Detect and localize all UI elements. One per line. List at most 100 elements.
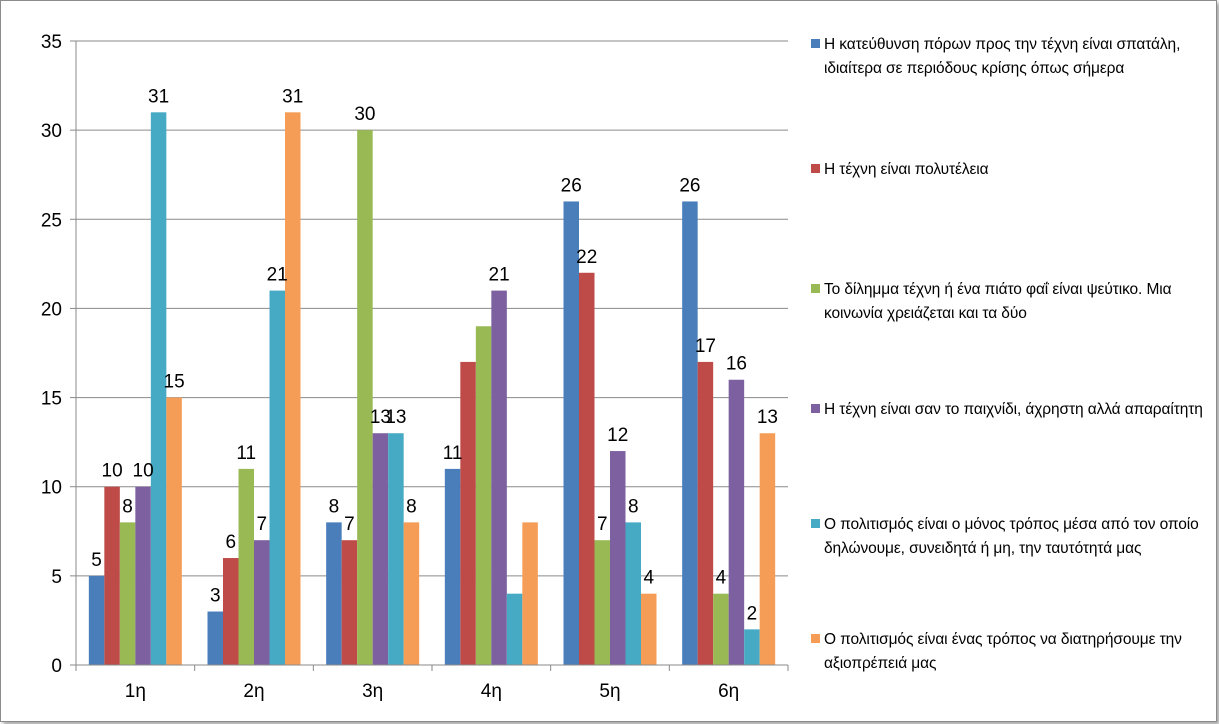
bar xyxy=(388,433,404,665)
data-label: 8 xyxy=(122,496,133,517)
bar xyxy=(104,486,120,665)
bar xyxy=(119,522,136,665)
bar xyxy=(491,290,507,665)
bar xyxy=(682,201,698,665)
data-label: 7 xyxy=(344,514,355,535)
bar xyxy=(150,112,167,666)
bar xyxy=(697,361,714,665)
bar xyxy=(326,522,342,665)
bars xyxy=(88,112,776,666)
data-label: 31 xyxy=(282,86,303,107)
data-label: 10 xyxy=(133,461,154,482)
y-tick-label: 15 xyxy=(41,389,62,410)
data-label: 10 xyxy=(102,461,123,482)
legend-swatch xyxy=(811,404,820,413)
bar xyxy=(759,433,776,665)
bar xyxy=(357,130,373,666)
bar xyxy=(372,433,389,665)
bar xyxy=(641,593,657,665)
legend-label: Το δίλημμα τέχνη ή ένα πιάτο φαΐ είναι ψ… xyxy=(824,281,1172,322)
bar xyxy=(594,540,610,665)
legend-swatch xyxy=(811,634,820,643)
bar xyxy=(506,593,523,665)
data-label: 21 xyxy=(267,265,288,286)
data-label: 8 xyxy=(406,496,417,517)
data-label: 16 xyxy=(726,354,747,375)
y-tick-label: 10 xyxy=(41,478,62,499)
legend-label: Η τέχνη είναι σαν το παιχνίδι, άχρηστη α… xyxy=(824,401,1203,418)
data-label: 8 xyxy=(628,496,639,517)
bar xyxy=(88,575,105,665)
bar xyxy=(579,272,595,665)
x-category-label: 6η xyxy=(718,681,739,702)
legend-label: Η κατεύθυνση πόρων προς την τέχνη είναι … xyxy=(824,36,1181,77)
bar xyxy=(341,540,358,665)
bar xyxy=(610,451,626,665)
bar xyxy=(713,593,729,665)
bar xyxy=(563,201,579,665)
data-label: 11 xyxy=(236,443,256,464)
data-label: 12 xyxy=(607,425,628,446)
data-label: 7 xyxy=(256,514,267,535)
bar xyxy=(285,112,301,666)
data-label: 7 xyxy=(597,514,608,535)
data-label: 30 xyxy=(354,104,375,125)
bar xyxy=(403,522,420,665)
y-tick-label: 35 xyxy=(41,32,62,53)
y-tick-label: 25 xyxy=(41,210,62,231)
bar xyxy=(625,522,641,665)
x-category-label: 2η xyxy=(243,681,264,702)
data-label: 17 xyxy=(695,336,716,357)
data-label: 4 xyxy=(643,568,654,589)
legend-swatch xyxy=(811,519,820,528)
data-label: 13 xyxy=(385,407,406,428)
data-label: 3 xyxy=(210,586,221,607)
x-category-label: 1η xyxy=(125,681,146,702)
bar xyxy=(728,379,745,665)
bar xyxy=(522,522,538,665)
legend-label: Ο πολιτισμός είναι ένας τρόπος να διατηρ… xyxy=(824,631,1182,672)
data-label: 4 xyxy=(716,568,727,589)
data-label: 5 xyxy=(91,550,102,571)
bar xyxy=(207,611,223,665)
data-label: 6 xyxy=(225,532,236,553)
data-label: 2 xyxy=(747,603,758,624)
bar xyxy=(135,486,151,665)
data-label: 11 xyxy=(443,443,463,464)
data-label: 8 xyxy=(329,496,340,517)
bar xyxy=(475,326,492,665)
y-tick-label: 20 xyxy=(41,299,62,320)
legend-swatch xyxy=(811,39,820,48)
legend-swatch xyxy=(811,284,820,293)
data-label: 15 xyxy=(164,372,185,393)
bar xyxy=(166,397,182,665)
data-label: 22 xyxy=(576,247,597,268)
bar xyxy=(269,290,285,665)
y-tick-label: 5 xyxy=(51,567,62,588)
bar xyxy=(254,540,270,665)
y-tick-label: 30 xyxy=(41,121,62,142)
x-category-label: 5η xyxy=(599,681,620,702)
legend-label: Η τέχνη είναι πολυτέλεια xyxy=(824,161,989,178)
gridlines xyxy=(76,40,788,577)
legend-label: Ο πολιτισμός είναι ο μόνος τρόπος μέσα α… xyxy=(824,516,1199,557)
data-label: 13 xyxy=(757,407,778,428)
x-category-label: 3η xyxy=(362,681,383,702)
bar xyxy=(444,468,461,665)
legend-swatch xyxy=(811,164,820,173)
data-label: 21 xyxy=(489,265,510,286)
bar xyxy=(223,558,239,665)
bar xyxy=(460,361,476,665)
data-label: 31 xyxy=(148,86,169,107)
bar xyxy=(744,629,760,665)
x-category-label: 4η xyxy=(481,681,502,702)
data-label: 13 xyxy=(370,407,391,428)
data-label: 26 xyxy=(561,175,582,196)
y-tick-label: 0 xyxy=(51,656,62,677)
data-label: 26 xyxy=(679,175,700,196)
bar xyxy=(238,468,254,665)
